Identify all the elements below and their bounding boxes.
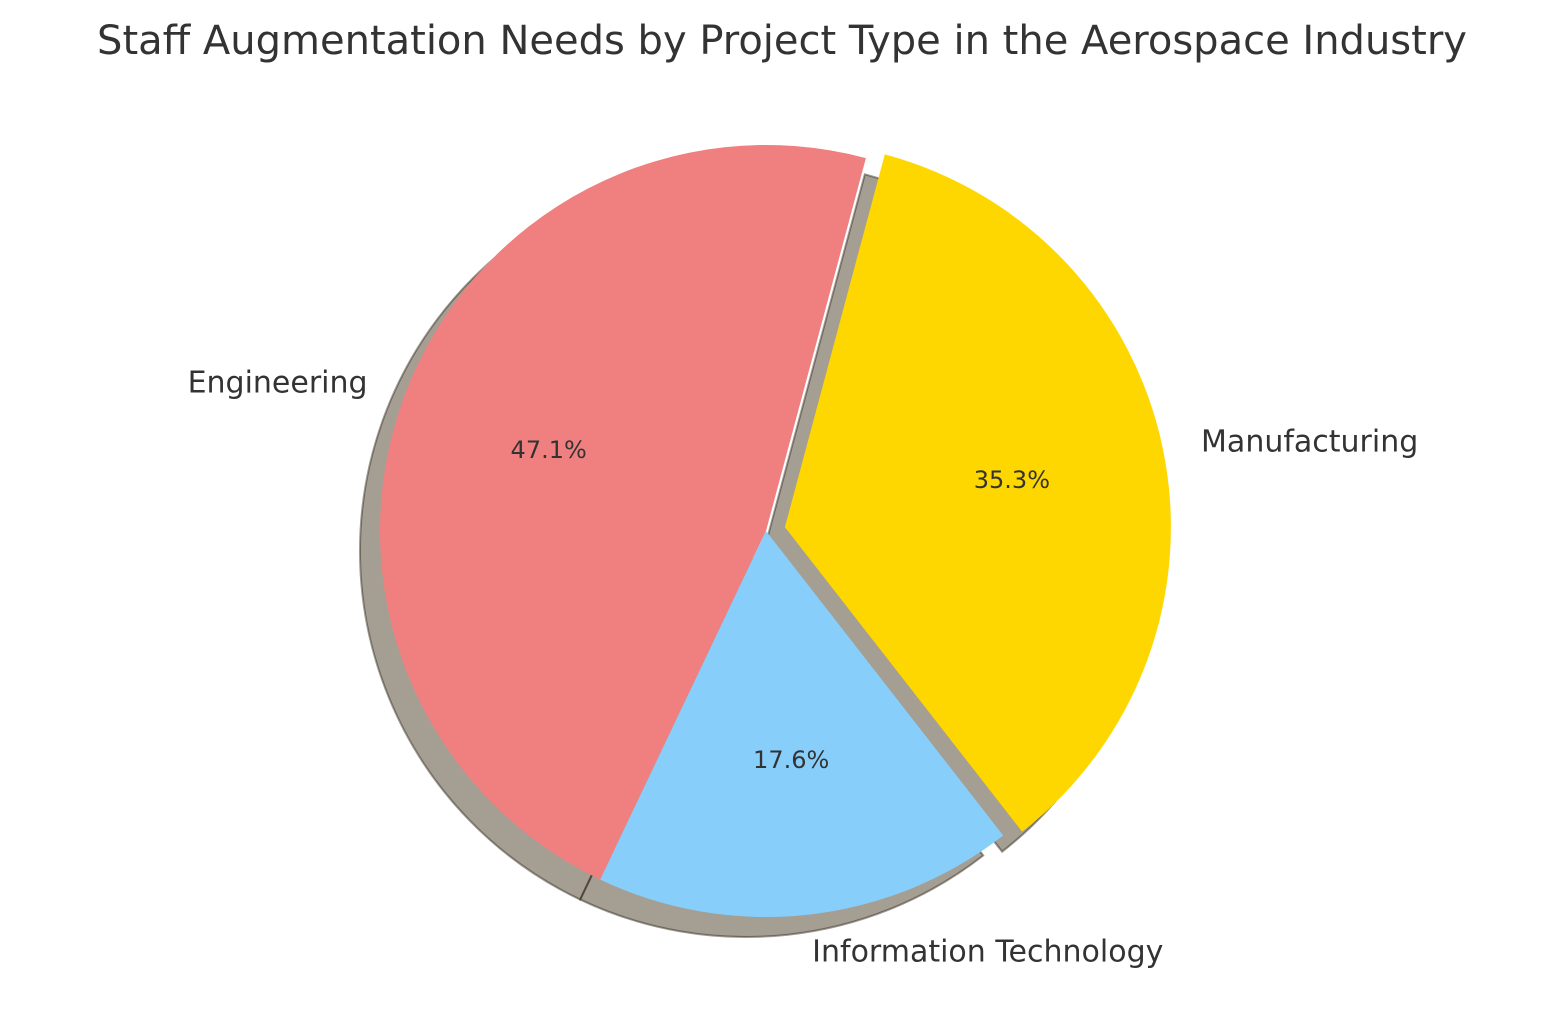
slice-engineering [380, 145, 866, 880]
slice-pct-label-engineering: 47.1% [511, 436, 587, 464]
slice-label-engineering: Engineering [188, 366, 368, 401]
slice-information-technology [600, 531, 1004, 917]
chart-title: Staff Augmentation Needs by Project Type… [97, 18, 1467, 64]
slice-manufacturing [784, 154, 1171, 832]
slice-label-information-technology: Information Technology [812, 935, 1163, 970]
slice-pct-label-information-technology: 17.6% [753, 746, 829, 774]
slice-layer [380, 145, 1171, 917]
label-layer: Engineering 47.1% Information Technology 17… [188, 366, 1419, 970]
slice-label-manufacturing: Manufacturing [1201, 424, 1418, 459]
slice-pct-label-manufacturing: 35.3% [974, 466, 1050, 494]
